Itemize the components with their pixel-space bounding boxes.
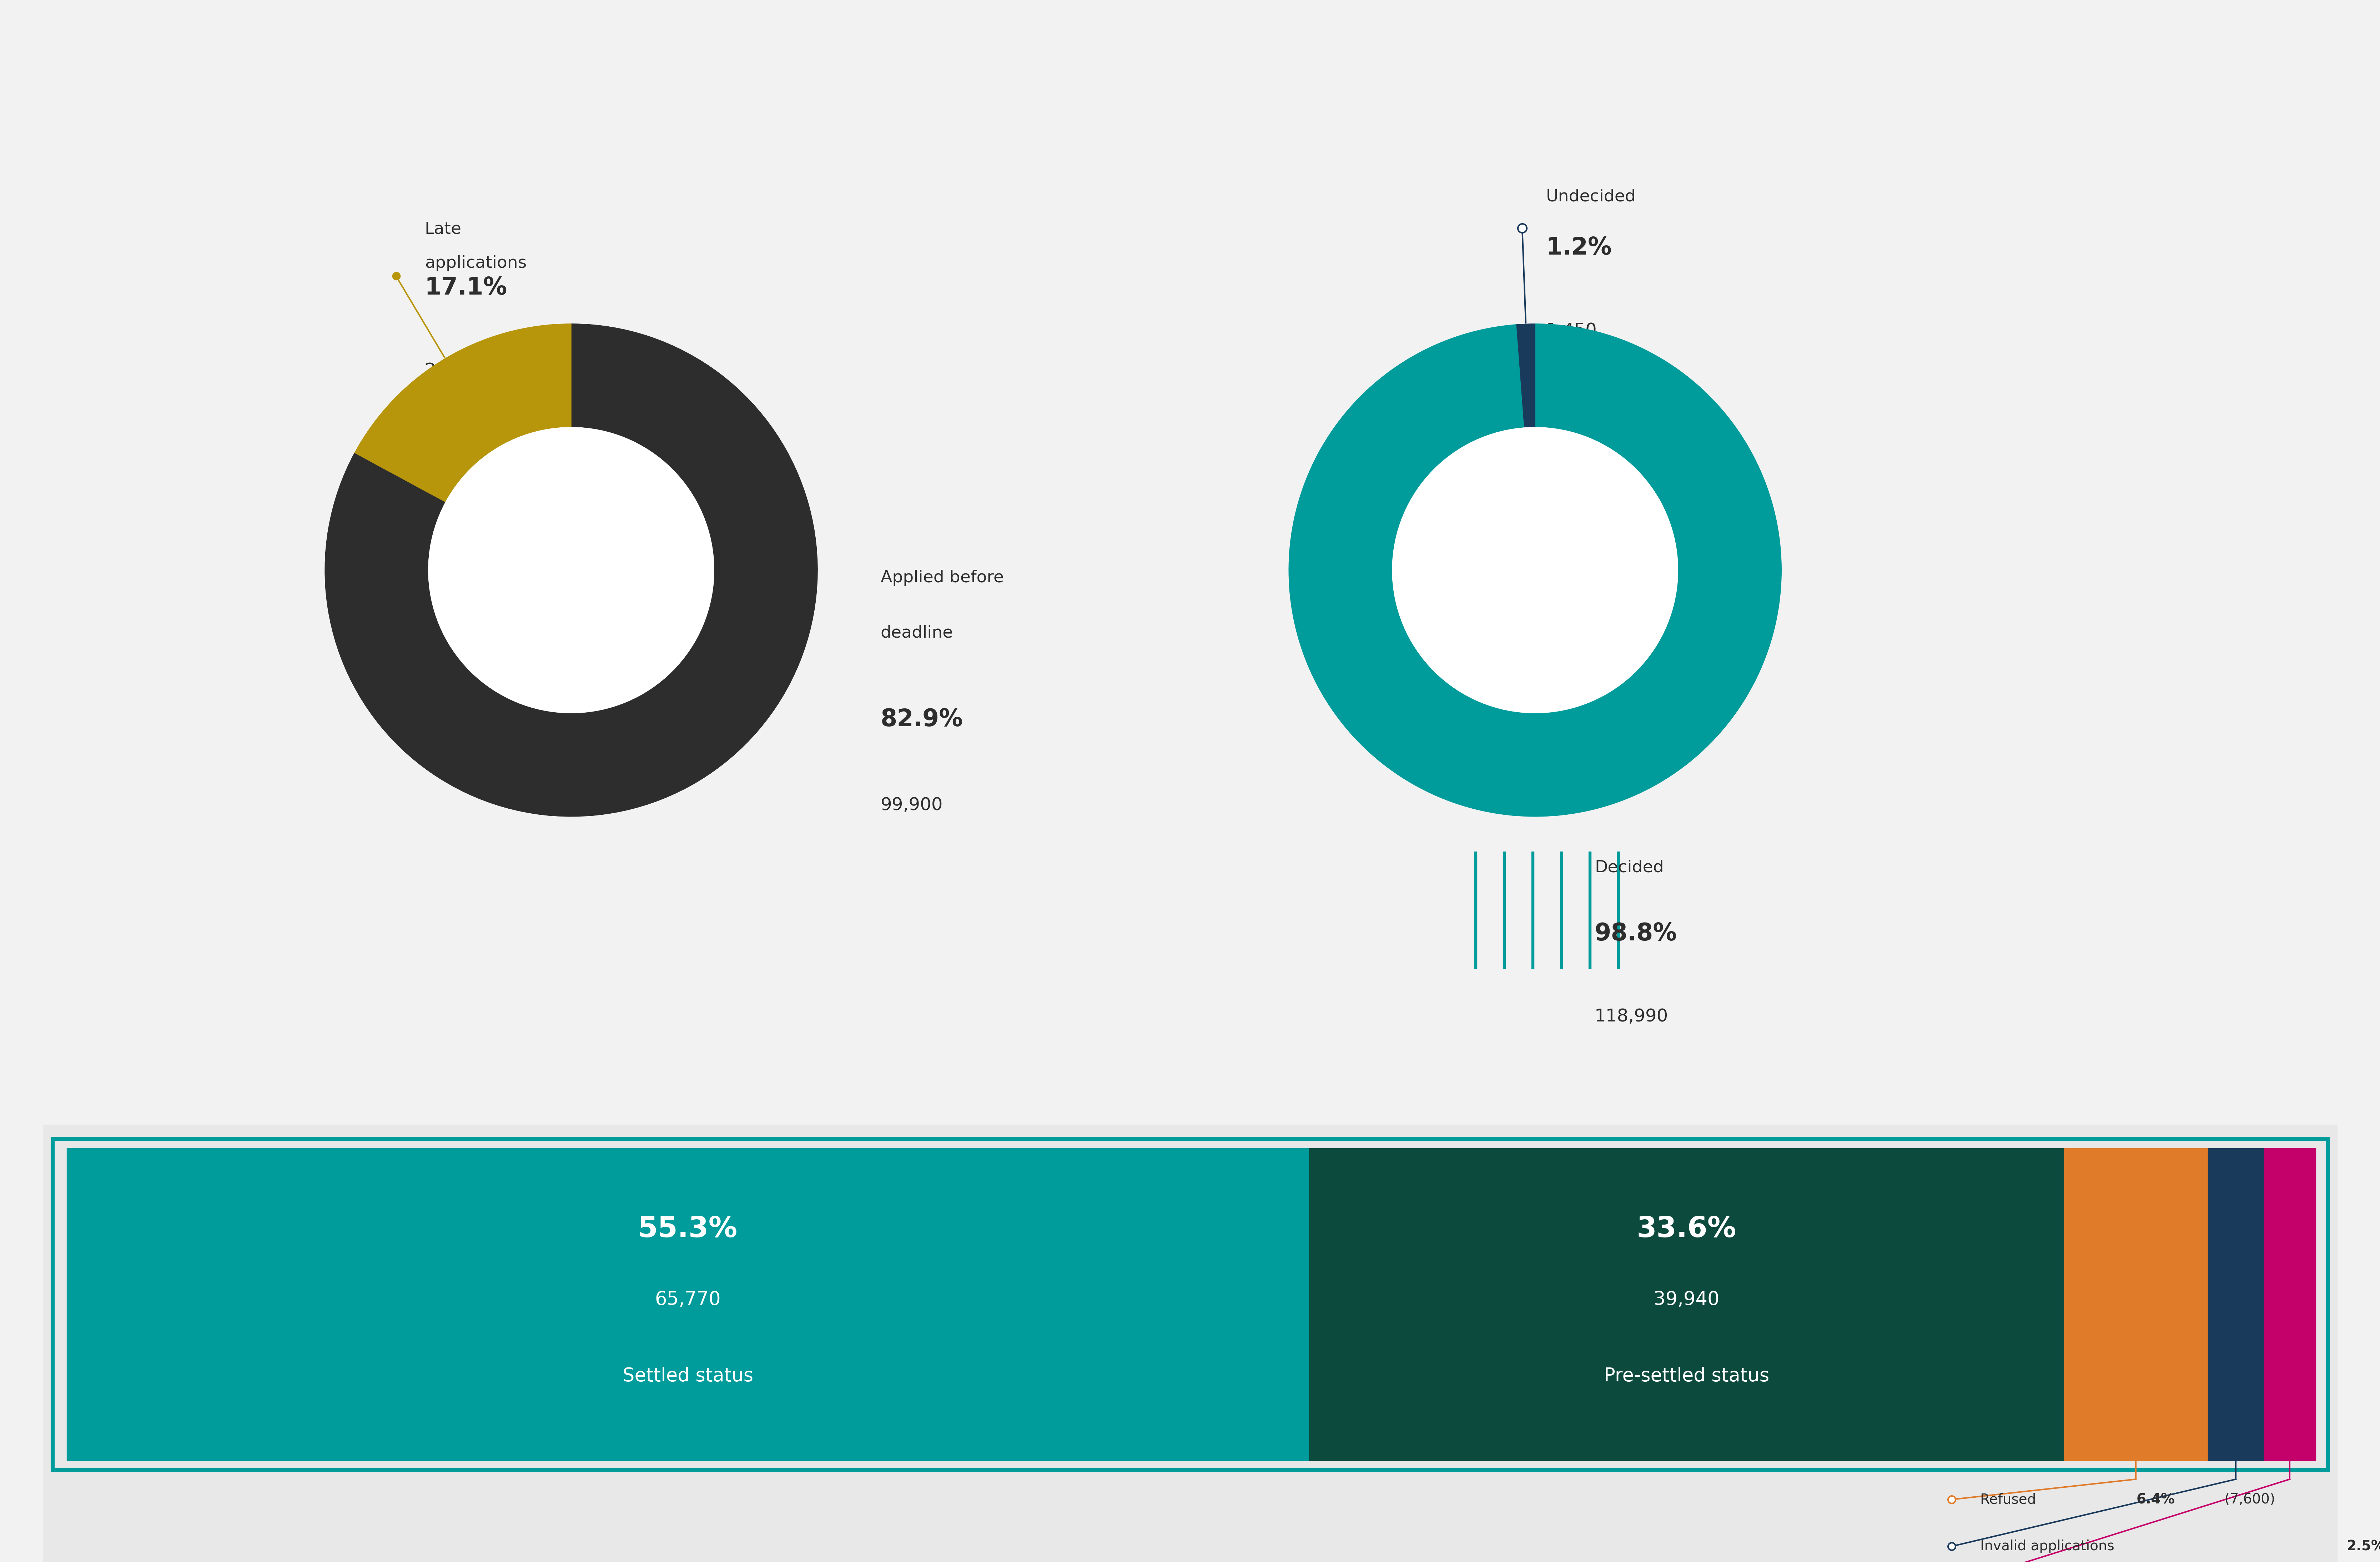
Bar [1309,1148,2063,1460]
Text: Undecided: Undecided [1547,189,1635,205]
Circle shape [428,428,714,712]
Text: (7,600): (7,600) [2221,1493,2275,1506]
Text: 20,570: 20,570 [424,362,488,380]
Bar [52,1139,2328,1470]
Text: Pre-settled status: Pre-settled status [1604,1367,1768,1385]
Text: Total: Total [540,515,602,537]
Text: Total: Total [1504,515,1566,537]
Text: 1.2%: 1.2% [1547,236,1611,259]
Text: 55.3%: 55.3% [638,1215,738,1243]
Wedge shape [326,323,816,817]
Text: deadline: deadline [881,625,954,640]
Text: 98.8%: 98.8% [1595,922,1678,945]
Bar [2063,1148,2209,1460]
Text: Invalid applications: Invalid applications [1980,1540,2123,1553]
Bar [67,1148,1309,1460]
Bar [2263,1148,2316,1460]
Text: 120,440: 120,440 [1495,667,1576,686]
Wedge shape [355,323,571,501]
Text: 82.9%: 82.9% [881,708,964,731]
Text: 6.4%: 6.4% [2137,1493,2175,1506]
Text: 118,990: 118,990 [1595,1007,1668,1025]
Text: 120,440: 120,440 [531,667,612,686]
Text: Applied before: Applied before [881,570,1004,586]
Text: Settled status: Settled status [624,1367,752,1385]
Text: 39,940: 39,940 [1654,1290,1718,1309]
Text: Late: Late [424,222,462,237]
Text: from Wales: from Wales [1466,603,1604,625]
Text: Refused: Refused [1980,1493,2044,1506]
Text: applications: applications [497,559,645,581]
Wedge shape [1290,323,1780,817]
Text: 33.6%: 33.6% [1637,1215,1737,1243]
Text: applications: applications [424,256,526,272]
Text: 1,450: 1,450 [1547,322,1597,339]
Text: 17.1%: 17.1% [424,276,507,300]
Bar [2209,1148,2263,1460]
Text: Decided: Decided [1595,859,1664,876]
Text: from Wales: from Wales [502,603,640,625]
Circle shape [1392,428,1678,712]
Text: 99,900: 99,900 [881,797,942,814]
Wedge shape [1516,323,1535,428]
Text: 2.5%: 2.5% [2347,1540,2380,1553]
Text: applications: applications [1461,559,1609,581]
Text: 65,770: 65,770 [655,1290,721,1309]
Bar [43,1125,2337,1562]
